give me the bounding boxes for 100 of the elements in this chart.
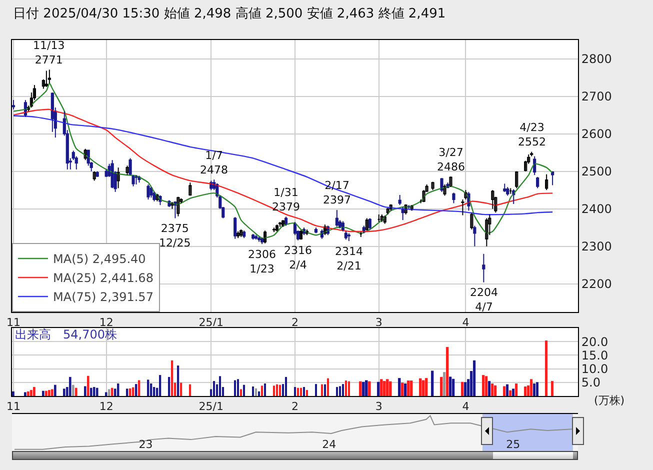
bar <box>306 390 308 396</box>
bar <box>138 380 140 396</box>
y-tick-label: 10.0 <box>581 362 608 376</box>
legend-label: MA(5) 2,495.40 <box>53 252 146 266</box>
bar <box>342 384 344 396</box>
bar <box>72 384 74 396</box>
legend-label: MA(25) 2,441.68 <box>53 271 154 286</box>
bar <box>386 379 389 396</box>
bar <box>12 391 14 396</box>
bar <box>75 388 78 396</box>
chart-title: 出来高 54,700株 <box>15 327 117 342</box>
bar <box>482 375 485 396</box>
bar <box>509 390 512 396</box>
bar <box>440 376 443 396</box>
y-tick-label: 2700 <box>581 89 612 104</box>
y-axis-title: (万株) <box>594 394 625 407</box>
bar <box>84 386 86 396</box>
x-tick-label: 2 <box>292 400 298 414</box>
bar <box>327 378 329 396</box>
bar <box>297 388 299 396</box>
annotation: 1/31 2379 <box>272 186 300 214</box>
x-tick-label: 11 <box>6 400 20 414</box>
annotation: 11/13 2771 <box>33 39 65 66</box>
bar <box>276 384 278 396</box>
bar <box>551 381 554 396</box>
bar <box>48 390 50 396</box>
bar <box>180 382 182 396</box>
bar <box>261 386 263 396</box>
annotation: 1/7 2478 <box>200 149 228 176</box>
candlestick <box>272 227 276 233</box>
x-tick-label: 25/1 <box>198 400 224 414</box>
bar <box>51 389 54 396</box>
bar <box>419 378 422 396</box>
x-tick-label: 12 <box>99 400 114 414</box>
x-tick-label: 2 <box>292 316 298 330</box>
bar <box>506 384 509 396</box>
bar <box>494 385 497 396</box>
bar <box>30 390 32 396</box>
annotation: 2375 12/25 <box>159 222 191 250</box>
bar <box>398 378 401 396</box>
bar <box>348 381 350 396</box>
bar <box>473 360 476 396</box>
bar <box>279 384 281 396</box>
bar <box>359 381 362 396</box>
annotation: 2204 4/7 <box>470 286 498 314</box>
bar <box>512 388 515 396</box>
bar <box>383 381 386 396</box>
bar <box>362 382 365 396</box>
bar <box>515 383 518 396</box>
x-tick-label: 3 <box>375 400 382 414</box>
bar <box>389 381 392 396</box>
candlestick <box>461 198 464 216</box>
bar <box>159 375 162 396</box>
bar <box>264 383 266 396</box>
bar <box>108 389 110 396</box>
bar <box>240 389 242 396</box>
bar <box>380 379 383 396</box>
bar <box>321 384 323 396</box>
bar <box>464 382 467 396</box>
bar <box>237 379 239 396</box>
bar <box>90 388 92 396</box>
bar <box>377 382 380 396</box>
bar <box>422 380 425 396</box>
bar <box>273 386 275 396</box>
x-tick-label: 11 <box>6 316 20 330</box>
bar <box>258 391 260 396</box>
x-tick-label: 4 <box>462 316 470 330</box>
annotation: 2/17 2397 <box>323 179 351 206</box>
chart-title: 日付 2025/04/30 15:30 始値 2,498 高値 2,500 安値 2,463 終値 2,491 <box>13 5 446 22</box>
bar <box>503 386 506 396</box>
bar <box>177 366 180 396</box>
bar <box>345 380 347 396</box>
bar <box>243 384 245 396</box>
y-tick-label: 15.0 <box>581 348 608 362</box>
bar <box>452 378 455 396</box>
bar <box>443 372 446 396</box>
bar <box>42 390 44 396</box>
bar <box>153 387 156 396</box>
bar <box>339 386 341 396</box>
bar <box>126 388 128 396</box>
bar <box>488 381 491 396</box>
annotation: 2306 1/23 <box>248 248 276 276</box>
legend-label: MA(75) 2,391.57 <box>53 290 154 304</box>
bar <box>27 391 30 396</box>
y-tick-label: 2300 <box>581 240 612 254</box>
annotation: 2316 2/4 <box>284 244 312 272</box>
bar <box>147 380 150 396</box>
bar <box>234 380 236 396</box>
bar <box>45 390 48 396</box>
bar <box>96 388 98 396</box>
bar <box>404 383 407 396</box>
x-tick-label: 23 <box>138 438 153 451</box>
annotation: 4/23 2552 <box>518 121 546 148</box>
bar <box>533 383 536 396</box>
bar <box>189 384 192 396</box>
bar <box>54 384 56 396</box>
x-tick-label: 25 <box>506 438 520 451</box>
x-tick-label: 3 <box>375 316 382 330</box>
bar <box>285 376 287 396</box>
bar <box>446 347 449 396</box>
